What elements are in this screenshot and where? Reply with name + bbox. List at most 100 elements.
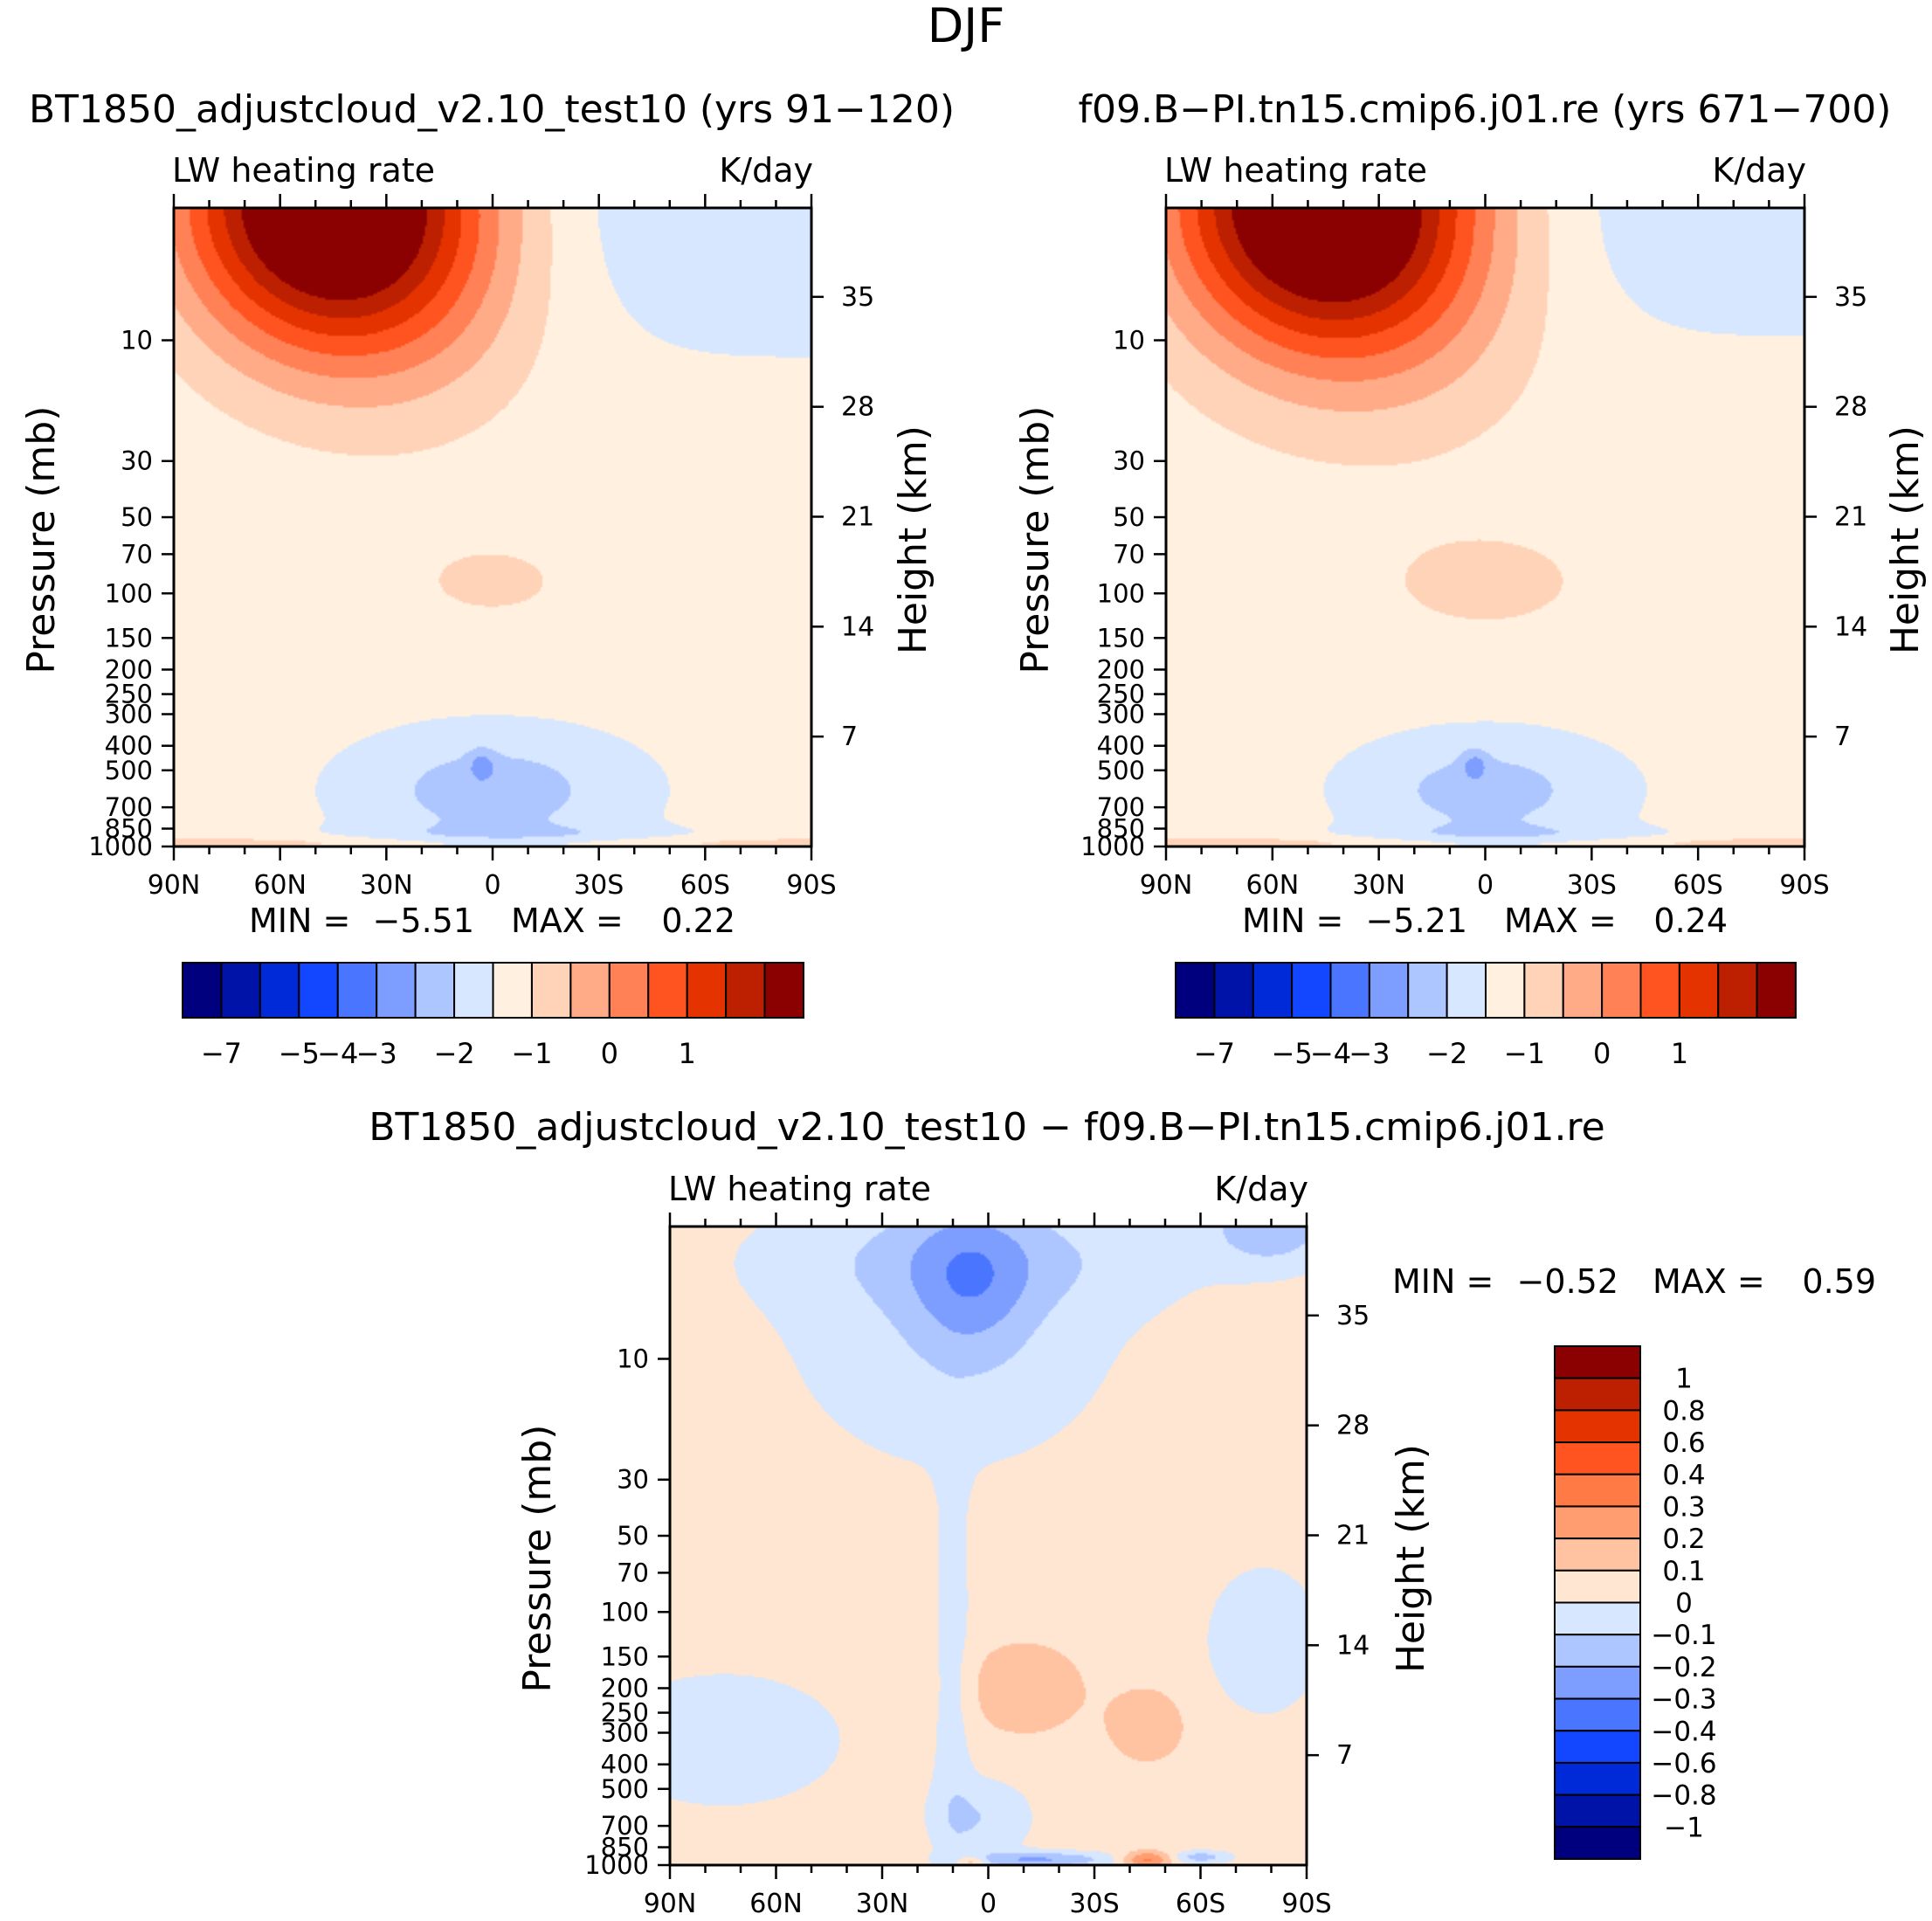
panel-title: BT1850_adjustcloud_v2.10_test10 (yrs 91−… [29, 87, 955, 132]
colorbar-label: −0.6 [1651, 1748, 1716, 1779]
colorbar-box [1554, 1441, 1641, 1475]
min-value: −0.52 [1517, 1262, 1618, 1301]
colorbar-label: 0 [1593, 1037, 1611, 1070]
field-contours [1166, 208, 1804, 846]
pressure-tick-label: 1000 [1080, 832, 1145, 861]
colorbar-label: −3 [1349, 1037, 1390, 1070]
x-tick-label: 60N [253, 870, 307, 901]
colorbar-box [569, 962, 611, 1019]
colorbar-label: −0.8 [1651, 1780, 1716, 1812]
height-tick-label: 14 [841, 612, 874, 642]
x-tick-label: 90N [1140, 870, 1193, 901]
pressure-tick-label: 30 [1113, 446, 1145, 476]
panel-test10: BT1850_adjustcloud_v2.10_test10 (yrs 91−… [19, 87, 955, 1070]
field-contours [670, 1227, 1307, 1865]
colorbar-box [1756, 962, 1797, 1019]
colorbar-box [453, 962, 494, 1019]
height-tick-label: 21 [841, 501, 874, 532]
x-tick-label: 60S [680, 870, 730, 901]
x-tick-label: 60N [1246, 870, 1300, 901]
units-label: K/day [1214, 1170, 1308, 1208]
pressure-tick-label: 400 [105, 731, 153, 761]
x-tick-label: 30S [574, 870, 624, 901]
height-tick-label: 28 [1834, 392, 1867, 423]
colorbar-box [1485, 962, 1526, 1019]
x-tick-label: 90S [1779, 870, 1829, 901]
x-tick-label: 90N [148, 870, 201, 901]
colorbar-label: 0.1 [1662, 1556, 1705, 1587]
units-label: K/day [1712, 151, 1806, 190]
x-tick-label: 90S [786, 870, 836, 901]
colorbar-box [1523, 962, 1564, 1019]
pressure-tick-label: 500 [1097, 756, 1145, 785]
height-axis-title: Height (km) [891, 425, 935, 654]
figure-title: DJF [928, 0, 1005, 53]
colorbar-label: −5 [1272, 1037, 1313, 1070]
pressure-tick-label: 70 [1113, 539, 1145, 569]
min-value: −5.21 [1366, 902, 1467, 940]
height-tick-label: 28 [1336, 1411, 1370, 1441]
panel-title: BT1850_adjustcloud_v2.10_test10 − f09.B−… [369, 1105, 1604, 1150]
colorbar-label: −4 [317, 1037, 358, 1070]
pressure-tick-label: 70 [121, 539, 153, 569]
panel-title: f09.B−PI.tn15.cmip6.j01.re (yrs 671−700) [1079, 87, 1892, 132]
max-value: 0.59 [1802, 1262, 1876, 1301]
colorbar-box [1562, 962, 1604, 1019]
colorbar-label: −0.3 [1651, 1684, 1716, 1716]
colorbar-label: −1 [511, 1037, 552, 1070]
colorbar-box [1554, 1569, 1641, 1604]
pressure-tick-label: 700 [105, 792, 153, 822]
x-tick-label: 90N [644, 1889, 697, 1919]
height-tick-label: 14 [1336, 1630, 1370, 1661]
colorbar-label: 0.2 [1662, 1524, 1705, 1555]
pressure-tick-label: 70 [617, 1558, 649, 1587]
colorbar-box [1554, 1826, 1641, 1860]
pressure-tick-label: 500 [105, 756, 153, 785]
max-label: MAX = [1504, 902, 1617, 940]
colorbar-box [220, 962, 261, 1019]
x-tick-label: 60N [749, 1889, 803, 1919]
height-axis-title: Height (km) [1389, 1444, 1433, 1673]
colorbar-box [1446, 962, 1487, 1019]
pressure-tick-label: 250 [105, 680, 153, 709]
height-tick-label: 35 [841, 282, 874, 313]
height-axis-title: Height (km) [1883, 425, 1928, 654]
pressure-tick-label: 150 [1097, 623, 1145, 653]
x-tick-label: 60S [1176, 1889, 1225, 1919]
colorbar-box [182, 962, 223, 1019]
colorbar-label: −0.4 [1651, 1716, 1716, 1747]
pressure-tick-label: 10 [1113, 326, 1145, 356]
panel-cmip6-control: f09.B−PI.tn15.cmip6.j01.re (yrs 671−700)… [1013, 87, 1928, 1070]
pressure-tick-label: 10 [617, 1344, 649, 1374]
x-tick-label: 60S [1673, 870, 1723, 901]
pressure-tick-label: 100 [1097, 578, 1145, 608]
colorbar-box [1554, 1793, 1641, 1828]
max-label: MAX = [511, 902, 624, 940]
pressure-tick-label: 200 [601, 1673, 649, 1703]
pressure-tick-label: 300 [105, 699, 153, 729]
pressure-tick-label: 850 [601, 1833, 649, 1862]
height-tick-label: 7 [1336, 1740, 1353, 1771]
x-tick-label: 90S [1281, 1889, 1331, 1919]
colorbar-box [1175, 962, 1216, 1019]
pressure-tick-label: 30 [121, 446, 153, 476]
colorbar-box [1554, 1345, 1641, 1379]
colorbar-box [492, 962, 533, 1019]
height-tick-label: 14 [1834, 612, 1867, 642]
x-tick-label: 30S [1069, 1889, 1119, 1919]
pressure-tick-label: 1000 [584, 1850, 649, 1880]
pressure-tick-label: 50 [121, 502, 153, 532]
colorbar-box [1554, 1665, 1641, 1700]
colorbar-box [686, 962, 728, 1019]
colorbar-box [647, 962, 688, 1019]
pressure-tick-label: 700 [601, 1811, 649, 1841]
pressure-tick-label: 150 [105, 623, 153, 653]
units-label: K/day [719, 151, 813, 190]
height-tick-label: 7 [1834, 722, 1851, 752]
height-tick-label: 21 [1336, 1520, 1370, 1551]
colorbar-box [1554, 1730, 1641, 1764]
x-tick-label: 30N [1352, 870, 1405, 901]
colorbar-box [298, 962, 339, 1019]
colorbar-box [414, 962, 456, 1019]
colorbar-box [1407, 962, 1448, 1019]
